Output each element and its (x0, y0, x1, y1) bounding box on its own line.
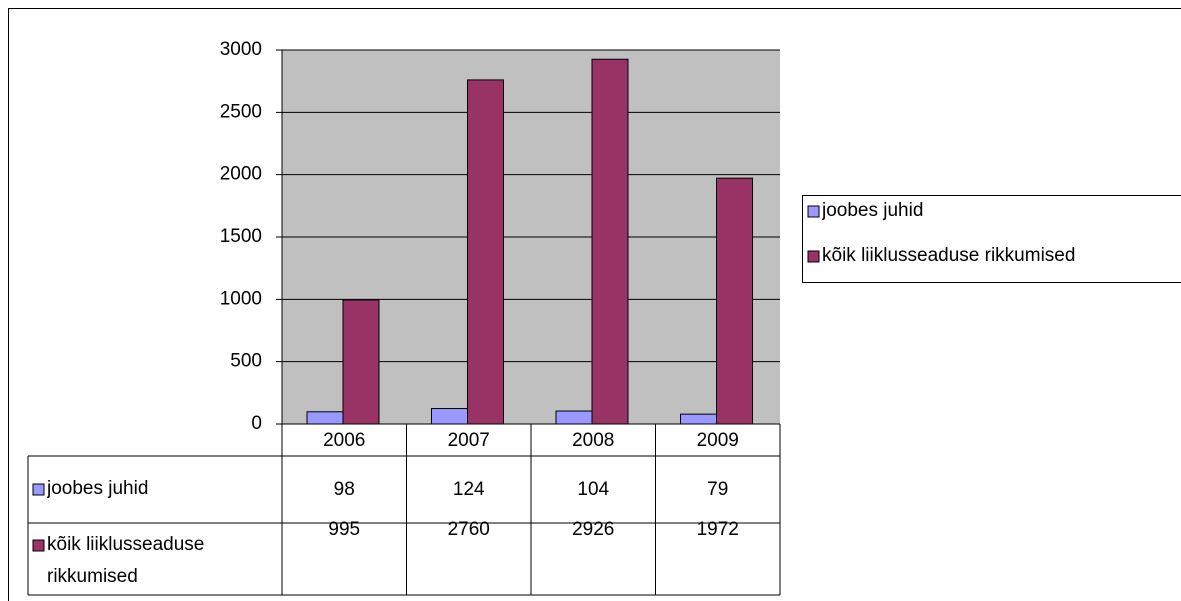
table-value: 98 (334, 479, 355, 500)
table-value: 995 (328, 519, 360, 540)
legend-box (802, 195, 1181, 283)
bar (716, 177, 753, 425)
bar (467, 79, 504, 425)
x-tick-label: 2009 (697, 430, 739, 451)
legend-entry-text-box: joobes juhid (822, 200, 924, 221)
bar (591, 58, 629, 425)
legend-entry: joobes juhid (822, 200, 924, 221)
bar (555, 410, 593, 425)
x-tick-label: 2006 (323, 430, 365, 451)
legend-entry-key (807, 250, 820, 263)
x-tick-label: 2007 (448, 430, 490, 451)
table-value: 2760 (448, 519, 490, 540)
legend-entry-text-box: kõik liiklusseaduse rikkumised (822, 245, 1076, 266)
table-series-label-text-box: joobes juhid (47, 478, 149, 499)
y-tick-label: 1500 (220, 226, 262, 247)
y-tick-label: 2500 (220, 101, 262, 122)
bar (306, 411, 344, 425)
table-value: 1972 (697, 519, 739, 540)
table-value: 104 (577, 479, 609, 500)
table-series-label: kõik liiklusseaduse rikkumised (47, 534, 205, 587)
y-tick-label: 500 (230, 351, 262, 372)
bar (680, 413, 717, 425)
table-series-label-key (32, 483, 45, 496)
bar (342, 299, 380, 425)
table-series-label: joobes juhid (47, 478, 149, 499)
y-tick-label: 0 (251, 413, 262, 434)
table-value: 124 (453, 479, 485, 500)
y-tick-label: 1000 (220, 288, 262, 309)
bar (431, 408, 468, 425)
legend-entry: kõik liiklusseaduse rikkumised (822, 245, 1076, 266)
table-value: 2926 (572, 519, 614, 540)
y-tick-label: 2000 (220, 164, 262, 185)
legend-entry-key (807, 205, 820, 218)
table-series-label-key (32, 539, 45, 552)
table-series-label-text-box: kõik liiklusseaduse rikkumised (47, 534, 205, 587)
y-tick-label: 3000 (220, 39, 262, 60)
x-tick-label: 2008 (572, 430, 614, 451)
table-value: 79 (707, 479, 728, 500)
